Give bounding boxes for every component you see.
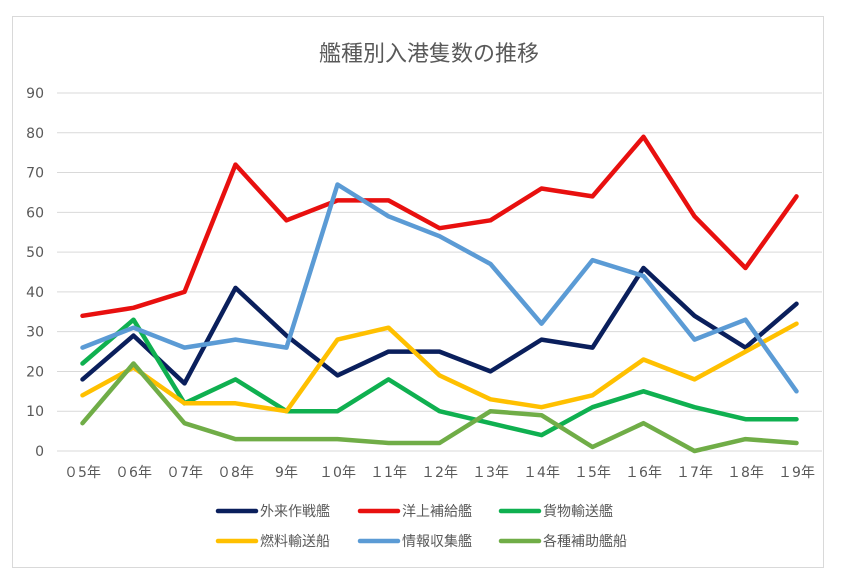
x-tick-label: １9年 [778,465,815,481]
x-tick-label: １6年 [625,465,662,481]
y-tick-label: 50 [26,245,44,261]
y-tick-label: 60 [26,205,44,221]
chart-title: 艦種別入港隻数の推移 [318,42,539,67]
y-axis-ticks: 0 10 20 30 40 50 60 70 80 90 [26,86,44,460]
legend-label: 燃料輸送船 [260,533,330,550]
x-tick-label: ０8年 [217,465,254,481]
y-tick-label: 70 [26,166,44,182]
y-tick-label: 80 [26,126,44,142]
series-line-0 [80,265,799,386]
x-tick-label: 9年 [275,465,298,481]
y-tick-label: 90 [26,86,44,102]
x-tick-label: １8年 [727,465,764,481]
series-lines [80,134,799,454]
x-tick-label: １5年 [574,465,611,481]
y-tick-label: 20 [26,364,44,380]
series-line-4 [80,182,799,394]
y-tick-label: 0 [35,444,44,460]
y-tick-label: 30 [26,325,44,341]
x-tick-label: ０7年 [166,465,203,481]
legend-label: 洋上補給艦 [402,504,472,520]
y-tick-label: 40 [26,285,44,301]
x-tick-label: １7年 [676,465,713,481]
legend-label: 情報収集艦 [402,533,472,550]
series-line-5 [80,361,799,454]
series-line-1 [80,134,799,319]
x-tick-label: １4年 [523,465,560,481]
x-tick-label: １1年 [370,465,407,481]
legend-label: 外来作戦艦 [260,504,330,520]
legend-label: 貨物輸送艦 [543,503,613,520]
x-tick-label: ０6年 [115,465,152,481]
x-tick-label: １3年 [472,465,509,481]
x-tick-label: ０5年 [64,465,101,481]
legend-label: 各種補助艦船 [543,534,627,550]
gridlines [57,92,822,452]
x-axis-ticks: ０5年 ０6年 ０7年 ０8年 9年 １0年 １1年 １2年 １3年 １4年 １5年 １6年 １7年 １8… [64,465,815,481]
series-line-3 [80,321,799,414]
y-tick-label: 10 [26,404,44,420]
x-tick-label: １0年 [319,465,356,481]
series-line-2 [80,317,799,438]
x-tick-label: １2年 [421,465,458,481]
